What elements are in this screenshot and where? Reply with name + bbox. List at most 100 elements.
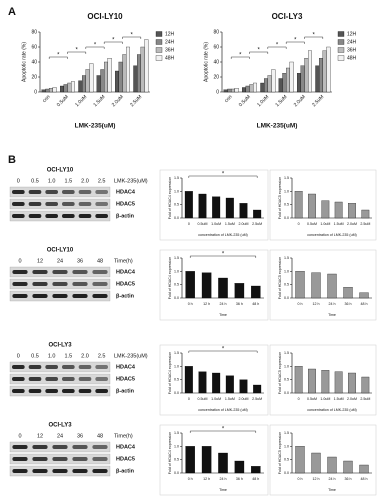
significance-bracket bbox=[249, 51, 269, 54]
y-tick-label: 0.0 bbox=[284, 471, 289, 475]
y-axis-label: Fold of HDAC5 expression bbox=[278, 432, 282, 475]
bar bbox=[322, 50, 327, 93]
lane-label: 1.5 bbox=[65, 353, 73, 359]
lane-label: 48 bbox=[97, 258, 103, 264]
bar bbox=[271, 69, 276, 93]
bar bbox=[234, 460, 245, 474]
bar bbox=[321, 370, 330, 394]
chart-frame bbox=[159, 249, 269, 321]
blot-row-label: HDAC5 bbox=[116, 281, 135, 287]
lane-axis-label: LMK-235(uM) bbox=[114, 353, 148, 359]
y-tick-label: 20 bbox=[213, 74, 219, 80]
y-tick-label: 0.5 bbox=[284, 283, 289, 287]
lane-label: 2.0 bbox=[81, 178, 89, 184]
blot-row-label: β-actin bbox=[116, 293, 135, 299]
blot-band bbox=[92, 270, 108, 274]
y-tick-label: 0.0 bbox=[284, 216, 289, 220]
blot-band bbox=[12, 457, 28, 461]
y-tick-label: 1.5 bbox=[174, 176, 179, 180]
bar bbox=[218, 277, 228, 299]
blot-title: OCI-LY10 bbox=[47, 248, 74, 254]
blot-band bbox=[72, 282, 88, 286]
bar bbox=[60, 85, 64, 93]
bar bbox=[67, 82, 72, 93]
x-tick-label: 24 h bbox=[220, 477, 227, 481]
x-axis-label: concentration of LMK-235 (uM) bbox=[307, 233, 357, 237]
lane-label: 1.5 bbox=[65, 178, 73, 184]
blot-strip bbox=[9, 373, 111, 385]
blot-band bbox=[32, 294, 48, 298]
bar bbox=[198, 193, 207, 219]
legend-label: 24H bbox=[347, 39, 357, 45]
bar bbox=[327, 456, 337, 474]
legend-swatch bbox=[337, 55, 345, 61]
blot-row-label: β-actin bbox=[116, 213, 135, 219]
significance-star: * bbox=[257, 48, 260, 54]
blot-row-label: HDAC5 bbox=[116, 376, 135, 382]
significance-bracket bbox=[304, 36, 324, 39]
bar bbox=[308, 193, 316, 219]
y-tick-label: 0.5 bbox=[174, 378, 179, 382]
y-tick-label: 1.5 bbox=[284, 351, 289, 355]
blot-band bbox=[52, 282, 68, 286]
y-axis-label: Apoptotic rate (%) bbox=[21, 42, 27, 82]
bar bbox=[118, 61, 123, 93]
lane-label: 0 bbox=[17, 353, 20, 359]
blot-band bbox=[12, 445, 28, 449]
blot-band bbox=[28, 190, 42, 194]
legend-label: 48H bbox=[165, 55, 175, 61]
bar bbox=[239, 379, 248, 394]
y-tick-label: 0.5 bbox=[284, 458, 289, 462]
y-tick-label: 1.5 bbox=[174, 256, 179, 260]
lane-label: 0.5 bbox=[31, 178, 39, 184]
blot-band bbox=[28, 202, 42, 206]
legend-label: 36H bbox=[347, 47, 357, 53]
blot-band bbox=[52, 457, 68, 461]
blot-strip bbox=[9, 361, 111, 373]
x-tick-label: 2.5uM bbox=[252, 222, 262, 226]
x-tick-label: con bbox=[42, 94, 52, 104]
bar bbox=[231, 88, 235, 93]
bar bbox=[122, 54, 127, 93]
blot-row-label: β-actin bbox=[116, 468, 135, 474]
y-tick-label: 60 bbox=[31, 44, 37, 50]
bar bbox=[308, 50, 312, 93]
blot-band bbox=[92, 457, 108, 461]
chart-frame bbox=[269, 169, 377, 241]
bar bbox=[104, 61, 108, 93]
significance-star: * bbox=[222, 347, 225, 353]
significance-bracket bbox=[267, 46, 287, 49]
blot-row-label: HDAC4 bbox=[116, 189, 136, 195]
x-tick-label: 2.5uM bbox=[252, 397, 262, 401]
blot-band bbox=[52, 294, 68, 298]
bar bbox=[304, 58, 309, 93]
x-axis-label: Time bbox=[328, 313, 336, 317]
bar bbox=[289, 61, 294, 93]
bar bbox=[225, 197, 234, 219]
blot-band bbox=[78, 190, 92, 194]
blot-band bbox=[45, 202, 58, 206]
bar bbox=[137, 54, 141, 93]
significance-star: * bbox=[75, 48, 78, 54]
blot-band bbox=[12, 365, 25, 369]
bar bbox=[321, 200, 330, 219]
bar bbox=[286, 67, 290, 93]
x-tick-label: 48 h bbox=[361, 477, 368, 481]
bar bbox=[201, 446, 212, 474]
legend-swatch bbox=[155, 55, 163, 61]
bar bbox=[63, 84, 68, 93]
bar bbox=[334, 201, 343, 219]
blot-strip bbox=[9, 198, 111, 210]
lane-label: 1.0 bbox=[48, 178, 56, 184]
bar bbox=[260, 82, 265, 93]
blot-band bbox=[62, 214, 75, 218]
blot-band bbox=[28, 377, 42, 381]
y-tick-label: 0.0 bbox=[284, 296, 289, 300]
blot-title: OCI-LY3 bbox=[48, 423, 72, 429]
y-tick-label: 0.5 bbox=[174, 203, 179, 207]
significance-bracket bbox=[48, 56, 68, 59]
blot-band bbox=[95, 190, 108, 194]
y-tick-label: 0.5 bbox=[174, 283, 179, 287]
x-tick-label: 0 bbox=[298, 397, 300, 401]
x-tick-label: 0 h bbox=[188, 477, 193, 481]
